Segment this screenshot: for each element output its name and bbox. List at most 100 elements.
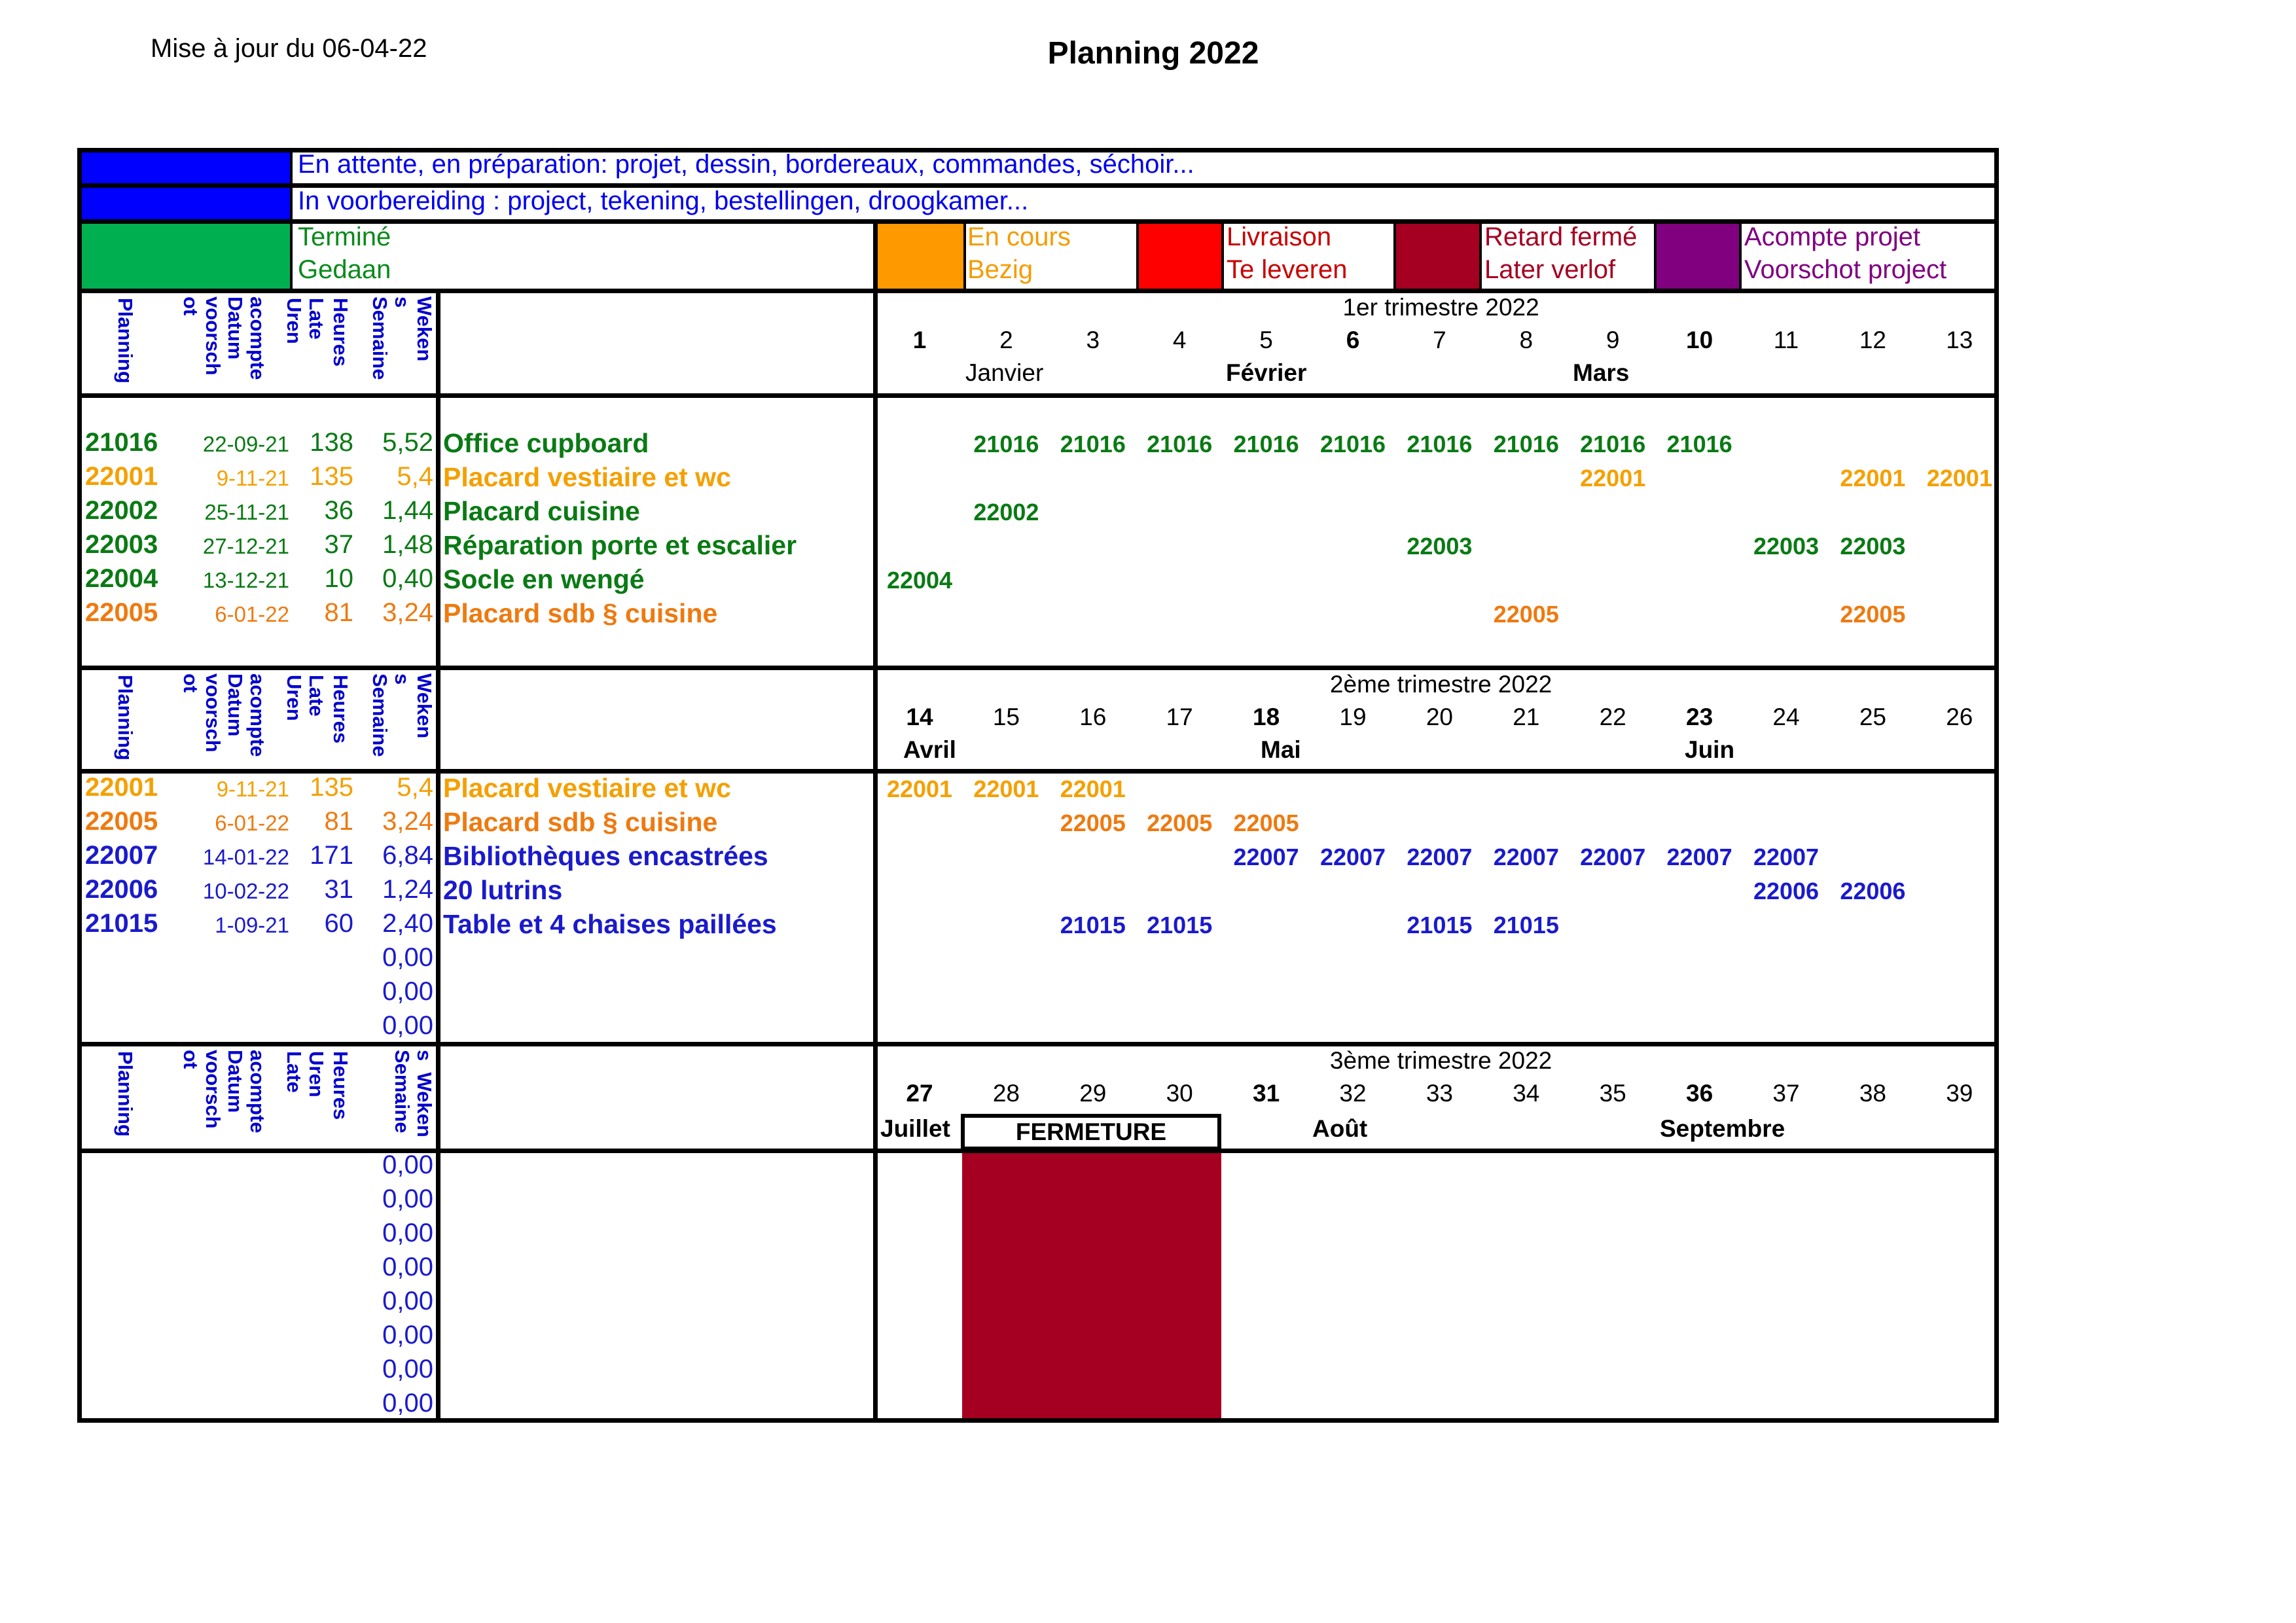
col-head-deposit: acompte Datum voorsch ot — [179, 296, 269, 380]
project-code: 22005 — [85, 807, 158, 836]
week-number: 34 — [1513, 1080, 1540, 1107]
month-label: Janvier — [965, 359, 1044, 386]
legend-done-nl: Gedaan — [298, 255, 391, 284]
legend-delivery: Livraison — [1227, 223, 1332, 251]
v-rule — [873, 219, 878, 1423]
schedule-cell: 22006 — [1840, 878, 1906, 904]
week-number: 2 — [999, 327, 1013, 353]
project-code: 22006 — [85, 875, 158, 904]
deposit-date: 25-11-21 — [204, 500, 289, 524]
month-label: Avril — [903, 736, 956, 763]
weeks: 5,4 — [397, 462, 433, 491]
darkred-swatch — [1393, 224, 1479, 289]
weeks: 0,00 — [382, 1355, 433, 1383]
v-rule — [1479, 219, 1482, 289]
week-number: 11 — [1773, 327, 1799, 353]
week-number: 23 — [1686, 704, 1713, 730]
week-number: 27 — [906, 1080, 933, 1107]
schedule-cell: 22001 — [886, 776, 953, 802]
week-number: 3 — [1086, 327, 1100, 353]
col-head-planning: Planning — [114, 675, 137, 760]
week-number: 18 — [1253, 704, 1280, 730]
schedule-cell: 21016 — [973, 431, 1039, 457]
h-rule — [77, 1042, 1999, 1046]
schedule-cell: 22007 — [1493, 844, 1559, 870]
quarter-title: 3ème trimestre 2022 — [1329, 1047, 1552, 1074]
weeks: 0,00 — [382, 1253, 433, 1281]
month-label: Août — [1312, 1115, 1368, 1142]
schedule-cell: 22001 — [973, 776, 1039, 802]
deposit-date: 13-12-21 — [202, 568, 289, 592]
hours: 171 — [310, 841, 353, 870]
weeks: 1,48 — [382, 530, 433, 559]
week-number: 25 — [1859, 704, 1886, 730]
v-rule — [1221, 219, 1224, 289]
col-head-weeks: Weken s Semaine — [368, 296, 436, 380]
schedule-cell: 22007 — [1753, 844, 1820, 870]
h-rule — [77, 219, 1999, 224]
hours: 36 — [324, 496, 354, 525]
legend-waiting-fr: En attente, en préparation: projet, dess… — [298, 150, 1194, 179]
schedule-cell: 21015 — [1147, 912, 1213, 938]
schedule-cell: 22003 — [1407, 533, 1473, 560]
schedule-cell: 22005 — [1840, 601, 1906, 628]
schedule-cell: 21015 — [1493, 912, 1559, 938]
week-number: 36 — [1686, 1080, 1713, 1107]
week-number: 35 — [1599, 1080, 1626, 1107]
schedule-cell: 22007 — [1233, 844, 1299, 870]
green-swatch — [82, 224, 290, 289]
weeks: 5,52 — [382, 428, 433, 457]
weeks: 1,44 — [382, 496, 433, 525]
schedule-cell: 22006 — [1753, 878, 1820, 904]
weeks: 0,00 — [382, 1150, 433, 1179]
weeks: 3,24 — [382, 598, 433, 627]
week-number: 29 — [1079, 1080, 1107, 1107]
schedule-cell: 22004 — [886, 567, 953, 594]
legend-delivery-nl: Te leveren — [1227, 255, 1348, 284]
col-head-deposit: acompte Datum voorsch ot — [179, 1050, 269, 1133]
legend-deposit-nl: Voorschot project — [1744, 255, 1947, 284]
week-number: 24 — [1772, 704, 1800, 730]
legend-late-nl: Later verlof — [1484, 255, 1616, 284]
v-rule — [1654, 219, 1657, 289]
schedule-cell: 22005 — [1060, 810, 1126, 836]
v-rule — [963, 219, 966, 289]
col-head-hours: Heures — [329, 1051, 352, 1120]
project-code: 22003 — [85, 530, 158, 559]
project-description: Bibliothèques encastrées — [443, 841, 768, 871]
outer-frame — [77, 148, 1999, 1423]
closure-block — [962, 1153, 1221, 1418]
v-rule — [1739, 219, 1742, 289]
week-number: 14 — [906, 704, 933, 730]
hours: 31 — [324, 875, 354, 904]
legend-late: Retard fermé — [1484, 223, 1638, 251]
deposit-date: 9-11-21 — [216, 466, 289, 490]
deposit-date: 14-01-22 — [202, 845, 289, 869]
weeks: 0,40 — [382, 564, 433, 593]
week-number: 10 — [1686, 327, 1713, 353]
schedule-cell: 21016 — [1666, 431, 1732, 457]
schedule-cell: 22001 — [1926, 465, 1992, 491]
schedule-cell: 21016 — [1147, 431, 1213, 457]
schedule-cell: 22005 — [1147, 810, 1213, 836]
deposit-date: 22-09-21 — [202, 432, 289, 456]
page-title-text: Planning 2022 — [1047, 36, 1259, 71]
closure-label: FERMETURE — [961, 1114, 1221, 1150]
hours: 135 — [310, 462, 353, 491]
weeks: 0,00 — [382, 1185, 433, 1213]
week-number: 22 — [1599, 704, 1626, 730]
weeks: 6,84 — [382, 841, 433, 870]
week-number: 17 — [1166, 704, 1193, 730]
project-code: 22007 — [85, 841, 158, 870]
h-rule — [77, 1149, 1999, 1153]
weeks: 5,4 — [397, 773, 433, 802]
purple-swatch — [1654, 224, 1739, 289]
hours: 135 — [310, 773, 353, 802]
col-head-weeks: Weken s Semaine — [368, 673, 436, 757]
deposit-date: 1-09-21 — [215, 913, 289, 937]
project-code: 22004 — [85, 564, 158, 593]
project-code: 21015 — [85, 909, 158, 938]
schedule-cell: 21016 — [1407, 431, 1473, 457]
weeks: 0,00 — [382, 1287, 433, 1315]
week-number: 7 — [1433, 327, 1446, 353]
